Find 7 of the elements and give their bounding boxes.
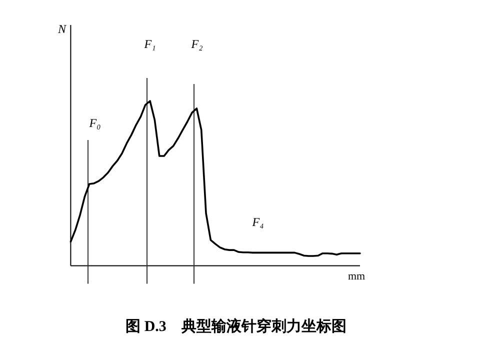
- text: N: [56, 22, 67, 36]
- x-axis-title: mm: [348, 270, 366, 283]
- annotation: F₄: [251, 215, 264, 229]
- text: F₂: [190, 37, 203, 51]
- annotation: F₀: [88, 116, 101, 130]
- text: 图 D.3 典型输液针穿刺力坐标图: [126, 317, 346, 335]
- text: F₁: [143, 37, 156, 51]
